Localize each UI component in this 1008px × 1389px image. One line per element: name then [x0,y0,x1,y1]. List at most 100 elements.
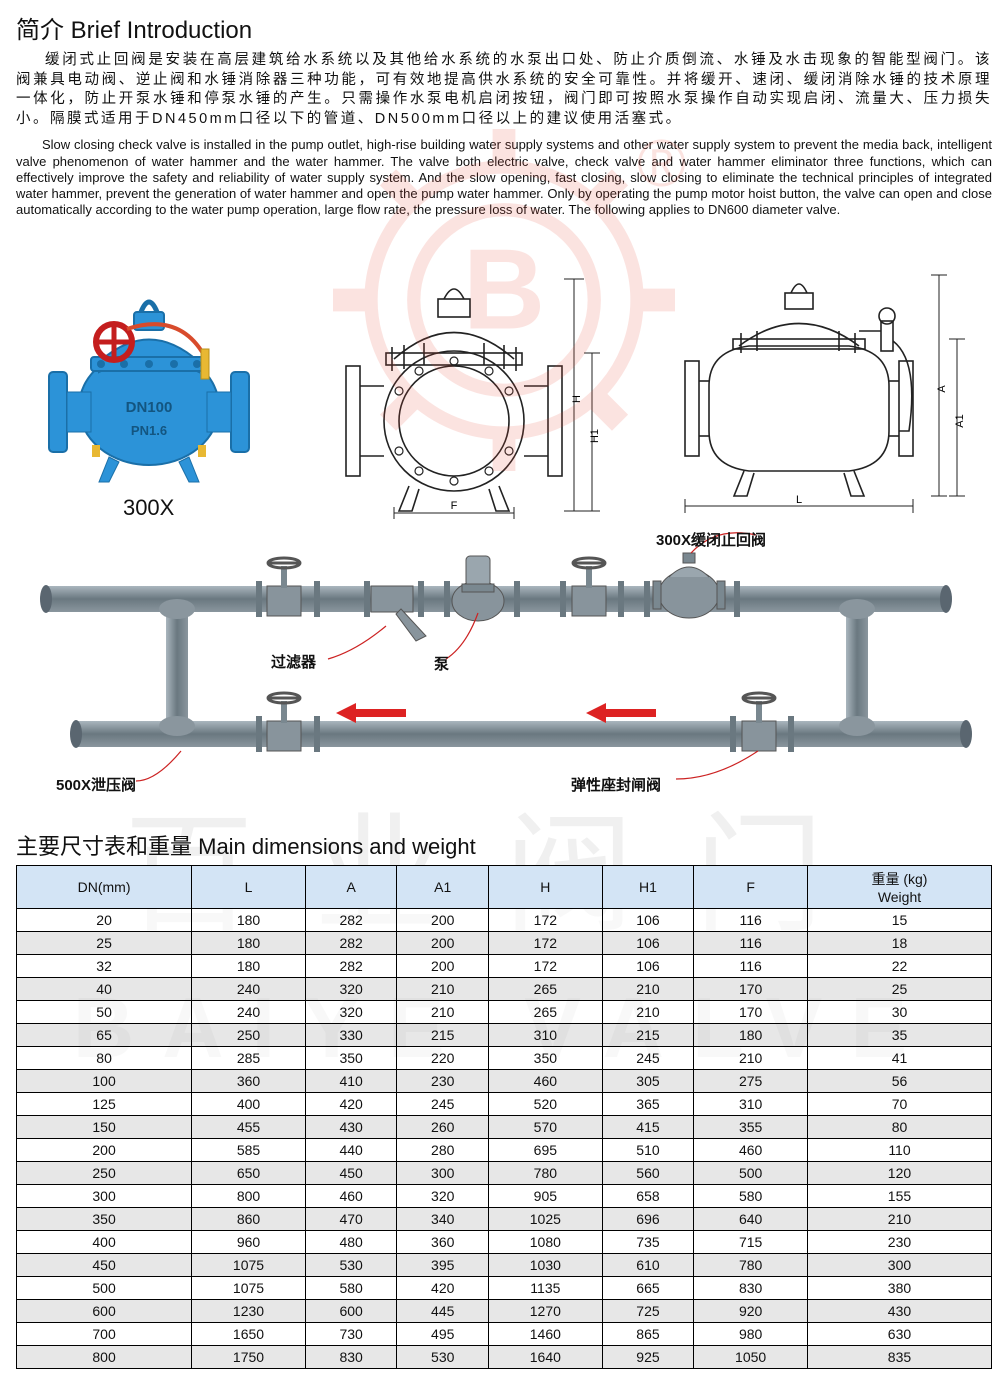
table-cell: 1075 [192,1253,306,1276]
table-row: 60012306004451270725920430 [17,1299,992,1322]
table-cell: 172 [489,908,603,931]
dim-a-label: A [936,384,948,392]
table-row: 2018028220017210611615 [17,908,992,931]
table-cell: 56 [807,1069,991,1092]
table-cell: 200 [397,954,489,977]
table-cell: 106 [602,908,694,931]
table-cell: 1050 [694,1345,808,1368]
table-cell: 1080 [489,1230,603,1253]
table-cell: 210 [807,1207,991,1230]
label-filter: 过滤器 [271,651,316,672]
table-cell: 580 [694,1184,808,1207]
table-row: 3508604703401025696640210 [17,1207,992,1230]
table-cell: 210 [602,977,694,1000]
table-row: 70016507304951460865980630 [17,1322,992,1345]
table-header-cell: DN(mm) [17,865,192,908]
table-cell: 265 [489,977,603,1000]
table-row: 2518028220017210611618 [17,931,992,954]
table-cell: 282 [305,908,397,931]
table-cell: 355 [694,1115,808,1138]
table-cell: 282 [305,931,397,954]
table-cell: 245 [397,1092,489,1115]
table-cell: 210 [397,977,489,1000]
table-header-cell: H1 [602,865,694,908]
table-cell: 172 [489,931,603,954]
table-cell: 116 [694,908,808,931]
svg-text:DN100: DN100 [125,399,172,416]
table-cell: 210 [694,1046,808,1069]
table-cell: 640 [694,1207,808,1230]
table-cell: 215 [602,1023,694,1046]
table-cell: 250 [192,1023,306,1046]
table-cell: 230 [397,1069,489,1092]
table-cell: 570 [489,1115,603,1138]
table-cell: 125 [17,1092,192,1115]
table-cell: 410 [305,1069,397,1092]
table-cell: 30 [807,1000,991,1023]
table-cell: 440 [305,1138,397,1161]
table-cell: 450 [17,1253,192,1276]
table-cell: 980 [694,1322,808,1345]
table-cell: 245 [602,1046,694,1069]
table-cell: 350 [489,1046,603,1069]
dim-l-label: L [796,494,802,506]
table-cell: 630 [807,1322,991,1345]
table-cell: 460 [305,1184,397,1207]
table-cell: 430 [305,1115,397,1138]
table-cell: 925 [602,1345,694,1368]
table-cell: 580 [305,1276,397,1299]
table-cell: 180 [192,908,306,931]
table-cell: 300 [397,1161,489,1184]
table-cell: 41 [807,1046,991,1069]
table-cell: 420 [305,1092,397,1115]
product-model-label: 300X [29,495,269,521]
table-row: 300800460320905658580155 [17,1184,992,1207]
table-cell: 700 [17,1322,192,1345]
table-cell: 480 [305,1230,397,1253]
intro-english: Slow closing check valve is installed in… [16,137,992,218]
table-cell: 800 [192,1184,306,1207]
table-cell: 280 [397,1138,489,1161]
table-cell: 32 [17,954,192,977]
table-cell: 155 [807,1184,991,1207]
table-cell: 200 [397,931,489,954]
table-cell: 445 [397,1299,489,1322]
table-cell: 560 [602,1161,694,1184]
table-cell: 310 [694,1092,808,1115]
table-cell: 20 [17,908,192,931]
table-row: 15045543026057041535580 [17,1115,992,1138]
table-cell: 250 [17,1161,192,1184]
table-cell: 360 [192,1069,306,1092]
table-cell: 920 [694,1299,808,1322]
table-cell: 220 [397,1046,489,1069]
dim-h1-label: H1 [589,428,601,442]
table-cell: 715 [694,1230,808,1253]
table-cell: 415 [602,1115,694,1138]
table-cell: 1135 [489,1276,603,1299]
table-cell: 835 [807,1345,991,1368]
table-cell: 15 [807,908,991,931]
table-cell: 585 [192,1138,306,1161]
table-row: 4009604803601080735715230 [17,1230,992,1253]
table-row: 4024032021026521017025 [17,977,992,1000]
table-cell: 800 [17,1345,192,1368]
table-cell: 470 [305,1207,397,1230]
table-row: 12540042024552036531070 [17,1092,992,1115]
table-cell: 725 [602,1299,694,1322]
dimensions-table: DN(mm)LAA1HH1F重量 (kg)Weight 201802822001… [16,865,992,1369]
table-cell: 150 [17,1115,192,1138]
table-cell: 350 [17,1207,192,1230]
table-cell: 80 [807,1115,991,1138]
table-row: 8028535022035024521041 [17,1046,992,1069]
table-cell: 1640 [489,1345,603,1368]
table-cell: 730 [305,1322,397,1345]
table-cell: 180 [192,954,306,977]
table-cell: 830 [694,1276,808,1299]
svg-text:PN1.6: PN1.6 [131,423,167,438]
table-cell: 110 [807,1138,991,1161]
table-cell: 610 [602,1253,694,1276]
table-cell: 350 [305,1046,397,1069]
table-cell: 285 [192,1046,306,1069]
table-cell: 695 [489,1138,603,1161]
table-cell: 400 [17,1230,192,1253]
